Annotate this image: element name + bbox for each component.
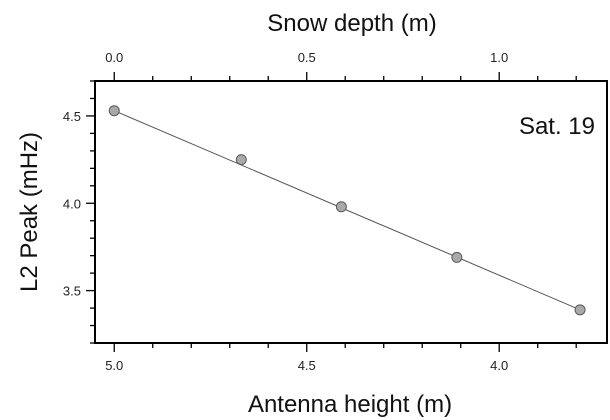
plot-frame	[94, 80, 608, 344]
fit-line	[114, 110, 581, 311]
x-tick-label: 4.5	[298, 358, 316, 373]
points-layer	[108, 105, 586, 316]
x-tick-label: 5.0	[105, 358, 123, 373]
y-axis-title: L2 Peak (mHz)	[16, 132, 43, 292]
data-point	[451, 251, 463, 263]
x-top-axis-title: Snow depth (m)	[267, 10, 436, 37]
ticks-layer: 5.0 4.5 4.0 0.0 0.5 1.0 3.5 4.0 4.5	[63, 50, 577, 373]
y-tick-label: 4.0	[63, 196, 81, 211]
data-point	[335, 201, 347, 213]
x-top-tick-label: 0.5	[298, 50, 316, 65]
x-top-tick-label: 0.0	[105, 50, 123, 65]
data-point	[574, 304, 586, 316]
sat-annotation: Sat. 19	[519, 113, 595, 140]
y-tick-label: 4.5	[63, 109, 81, 124]
x-top-tick-label: 1.0	[490, 50, 508, 65]
x-axis-title: Antenna height (m)	[248, 391, 452, 418]
data-point	[235, 154, 247, 166]
y-tick-label: 3.5	[63, 284, 81, 299]
x-tick-label: 4.0	[490, 358, 508, 373]
data-point	[108, 105, 120, 117]
